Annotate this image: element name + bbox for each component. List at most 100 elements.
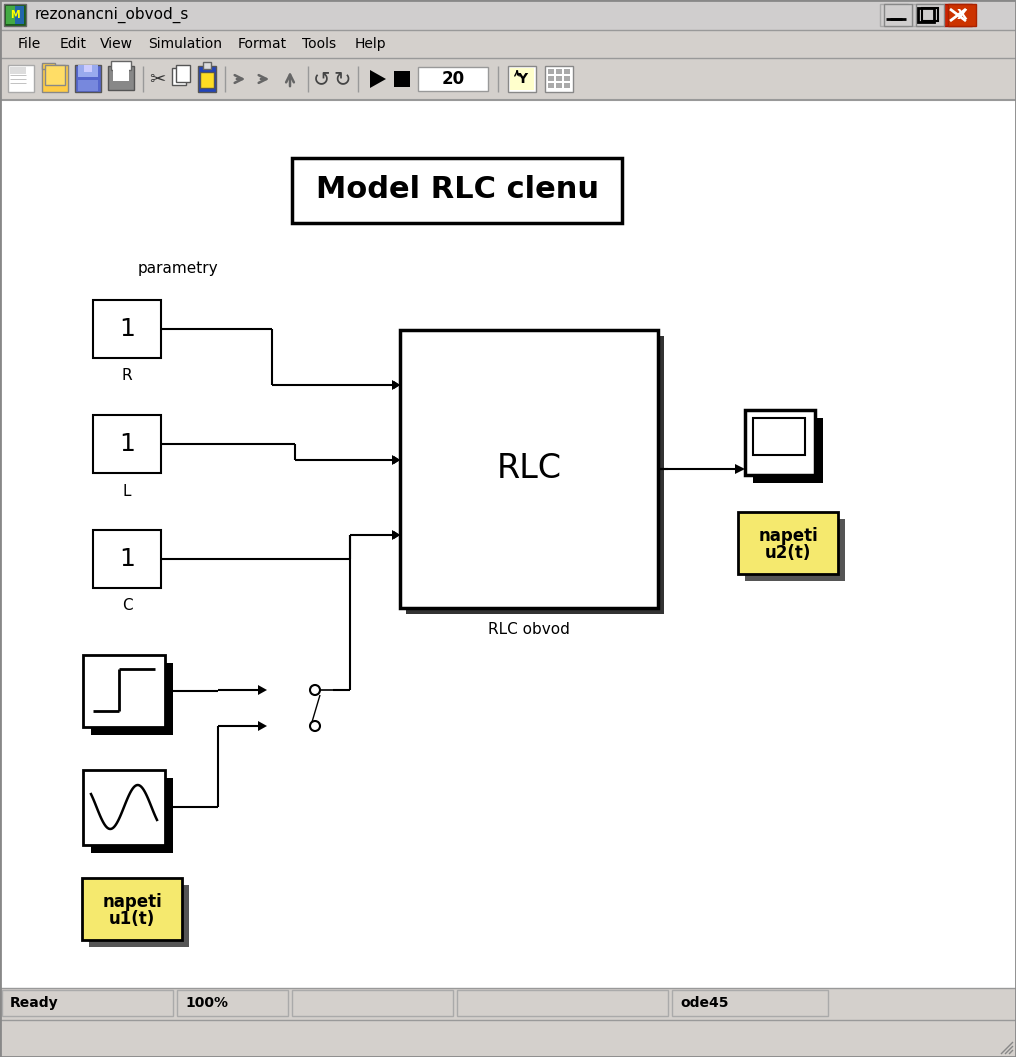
Text: Format: Format [238,37,288,51]
Bar [177,990,288,1016]
Bar [83,655,165,727]
Bar [292,990,453,1016]
Bar [510,68,534,90]
Text: 1: 1 [119,432,135,456]
Bar [15,6,24,24]
Bar [545,66,573,92]
Bar [564,84,570,88]
Text: View: View [100,37,133,51]
Bar [176,64,190,82]
Text: 1: 1 [119,548,135,571]
Bar [918,8,934,22]
Bar [880,4,908,26]
Text: ↺: ↺ [313,69,331,89]
Bar [548,76,554,81]
Polygon shape [392,530,400,540]
Bar [548,84,554,88]
Bar [8,64,34,92]
Bar [10,67,26,74]
Bar [745,410,815,475]
Bar [394,71,410,87]
Text: Ready: Ready [10,996,59,1010]
Text: Tools: Tools [302,37,336,51]
Polygon shape [392,455,400,465]
Bar [91,778,173,853]
Bar [745,519,845,581]
Bar [418,67,488,91]
Bar [6,6,24,24]
Bar [753,418,805,455]
Bar [508,66,536,92]
Bar [922,8,938,21]
Bar [111,61,131,70]
Bar [75,64,101,92]
Text: Model RLC clenu: Model RLC clenu [316,175,598,204]
Bar [406,336,664,614]
Text: Edit: Edit [60,37,87,51]
Polygon shape [370,70,386,88]
Polygon shape [392,381,400,390]
Bar [6,6,15,24]
Bar [93,530,161,588]
Polygon shape [258,721,267,731]
Bar [912,4,940,26]
Text: u1(t): u1(t) [109,910,155,928]
Text: X: X [957,8,967,22]
Bar [42,64,68,92]
Bar [738,512,838,574]
Text: Y: Y [517,72,527,86]
Bar [203,62,211,69]
Text: napeti: napeti [103,893,162,911]
Bar [0,30,1016,58]
Bar [0,0,1016,30]
Polygon shape [258,685,267,696]
Bar [45,64,65,85]
Text: C: C [122,598,132,613]
Text: u2(t): u2(t) [765,544,811,562]
Text: rezonancni_obvod_s: rezonancni_obvod_s [35,7,189,23]
Bar [198,66,216,92]
Text: 100%: 100% [185,996,228,1010]
Text: napeti: napeti [758,527,818,545]
Polygon shape [394,381,400,389]
Text: parametry: parametry [138,260,218,276]
Bar [0,988,1016,1057]
Bar [84,64,92,72]
Bar [82,878,182,940]
Bar [83,769,165,845]
Text: L: L [123,483,131,499]
Bar [556,84,562,88]
Text: Help: Help [355,37,387,51]
Bar [89,885,189,947]
Bar [2,990,173,1016]
Bar [93,300,161,358]
Bar [457,990,668,1016]
Bar [78,64,98,77]
Text: ode45: ode45 [680,996,728,1010]
Bar [944,4,972,26]
Bar [0,100,1016,988]
Text: 1: 1 [119,317,135,341]
Bar [556,76,562,81]
Bar [108,66,134,90]
Bar [672,990,828,1016]
Text: Simulation: Simulation [148,37,223,51]
Bar [916,4,944,26]
Bar [78,80,98,91]
Bar [93,415,161,472]
Bar [0,58,1016,100]
Bar [113,69,129,81]
Bar [91,663,173,735]
Bar [884,4,912,26]
Bar [556,69,562,74]
Bar [4,4,26,26]
Polygon shape [394,531,400,539]
Bar [564,69,570,74]
Bar [548,69,554,74]
Polygon shape [735,464,745,474]
Text: RLC: RLC [497,452,562,485]
Text: R: R [122,369,132,384]
Bar [753,418,823,483]
Text: File: File [18,37,42,51]
Bar [42,63,55,69]
